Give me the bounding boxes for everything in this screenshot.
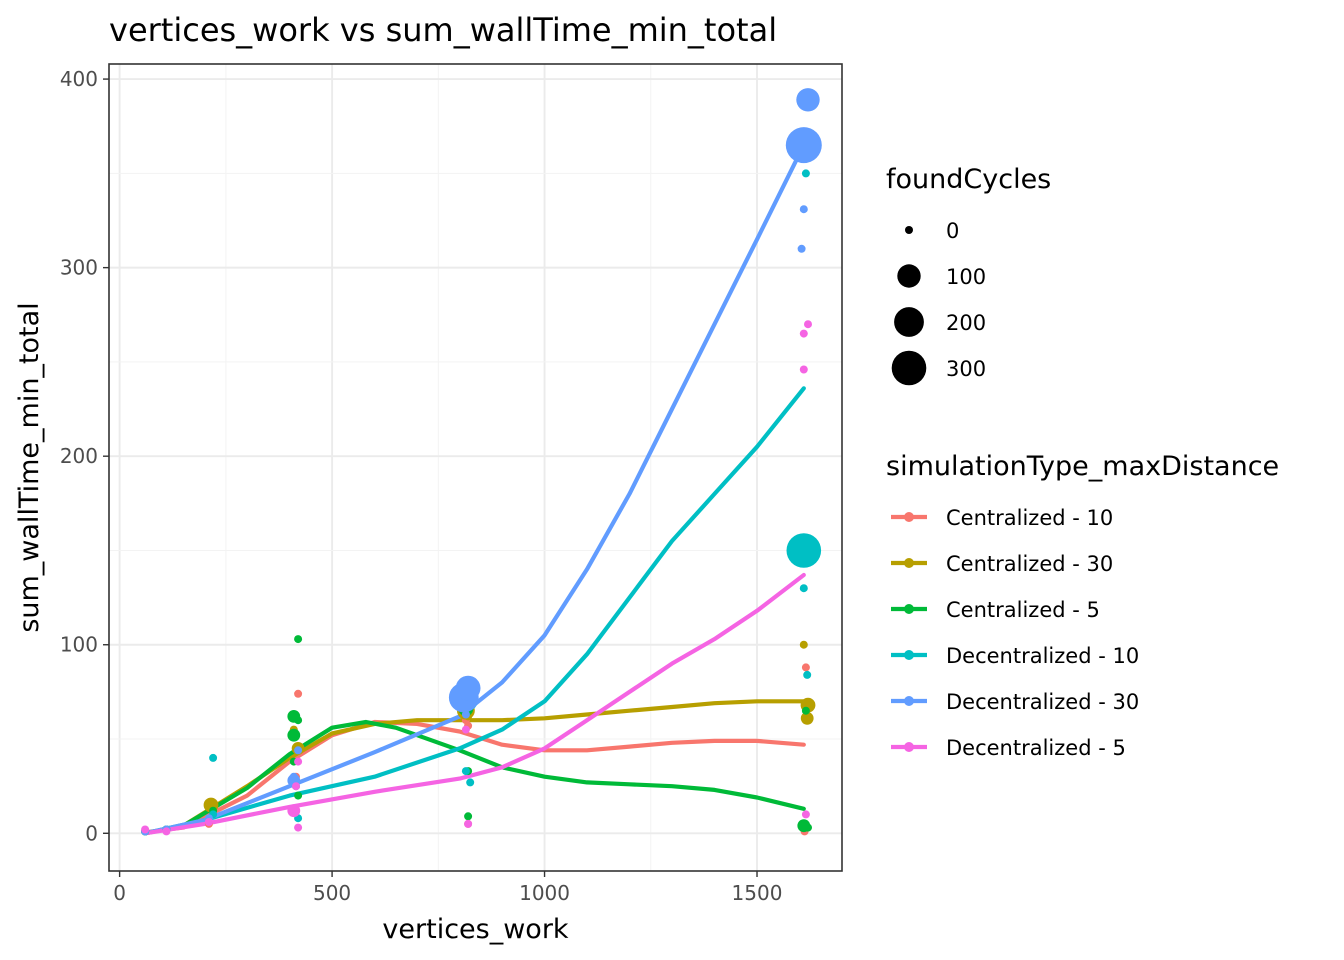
data-point bbox=[294, 635, 303, 644]
color-legend-dot bbox=[904, 512, 914, 522]
data-point bbox=[803, 670, 812, 679]
x-tick-label: 0 bbox=[113, 881, 126, 905]
data-point bbox=[799, 365, 808, 374]
size-legend-key bbox=[894, 307, 924, 337]
y-tick-label: 400 bbox=[60, 67, 98, 91]
size-legend-label: 300 bbox=[946, 357, 986, 381]
color-legend-label: Decentralized - 5 bbox=[946, 736, 1126, 760]
color-legend: simulationType_maxDistance Centralized -… bbox=[886, 451, 1279, 760]
color-legend-dot bbox=[904, 604, 914, 614]
color-legend-title: simulationType_maxDistance bbox=[886, 451, 1279, 482]
data-point bbox=[287, 728, 301, 742]
data-point bbox=[801, 169, 810, 178]
y-tick-label: 100 bbox=[60, 633, 98, 657]
data-point bbox=[162, 827, 171, 836]
size-legend-label: 200 bbox=[946, 311, 986, 335]
data-point bbox=[141, 825, 150, 834]
data-point bbox=[294, 823, 303, 832]
size-legend-title: foundCycles bbox=[886, 164, 1051, 195]
smooth-line bbox=[143, 386, 806, 836]
color-legend-dot bbox=[904, 742, 914, 752]
data-point bbox=[464, 819, 473, 828]
data-point bbox=[801, 706, 810, 715]
color-legend-label: Centralized - 10 bbox=[946, 506, 1113, 530]
data-point bbox=[804, 823, 812, 832]
data-point bbox=[804, 320, 812, 329]
data-point bbox=[799, 640, 808, 649]
data-point bbox=[799, 205, 808, 214]
data-point bbox=[287, 804, 301, 818]
data-point bbox=[204, 818, 213, 826]
data-point bbox=[800, 711, 814, 725]
data-point bbox=[294, 716, 303, 725]
size-legend-label: 100 bbox=[946, 265, 986, 289]
data-point bbox=[801, 663, 810, 672]
data-point bbox=[461, 767, 470, 776]
size-legend-key bbox=[905, 226, 913, 234]
data-point bbox=[801, 810, 810, 819]
data-point bbox=[461, 710, 470, 719]
data-point bbox=[461, 725, 470, 734]
data-point bbox=[455, 675, 481, 701]
data-point bbox=[209, 753, 218, 762]
data-point bbox=[294, 757, 303, 766]
data-point bbox=[785, 127, 822, 164]
panel-border bbox=[108, 63, 843, 872]
x-tick-label: 500 bbox=[313, 881, 351, 905]
data-point bbox=[294, 746, 303, 755]
x-tick-label: 1500 bbox=[732, 881, 783, 905]
data-point bbox=[464, 812, 473, 821]
x-tick-label: 1000 bbox=[519, 881, 570, 905]
y-tick-label: 200 bbox=[60, 444, 98, 468]
data-point bbox=[294, 791, 303, 800]
data-point bbox=[294, 689, 303, 698]
plot-panel bbox=[108, 63, 843, 872]
data-points bbox=[141, 88, 822, 836]
color-legend-label: Decentralized - 30 bbox=[946, 690, 1139, 714]
color-legend-label: Centralized - 5 bbox=[946, 598, 1100, 622]
y-axis-title: sum_wallTime_min_total bbox=[14, 302, 45, 632]
panel-background bbox=[109, 64, 842, 871]
data-point bbox=[466, 778, 475, 787]
y-tick-label: 300 bbox=[60, 256, 98, 280]
size-legend: foundCycles 0 100 200 300 bbox=[886, 164, 1051, 386]
grid-lines bbox=[109, 64, 842, 871]
chart-title: vertices_work vs sum_wallTime_min_total bbox=[109, 11, 777, 49]
color-legend-dot bbox=[904, 558, 914, 568]
data-point bbox=[292, 782, 300, 791]
smooth-line bbox=[143, 143, 806, 836]
y-tick-label: 0 bbox=[85, 821, 98, 845]
x-axis-title: vertices_work bbox=[382, 914, 569, 945]
size-legend-label: 0 bbox=[946, 219, 959, 243]
data-point bbox=[799, 329, 808, 338]
data-point bbox=[786, 533, 822, 568]
color-legend-label: Centralized - 30 bbox=[946, 552, 1113, 576]
size-legend-key bbox=[897, 264, 921, 288]
data-point bbox=[796, 88, 820, 112]
data-point bbox=[797, 244, 806, 253]
size-legend-key bbox=[891, 350, 927, 386]
color-legend-label: Decentralized - 10 bbox=[946, 644, 1139, 668]
axes: 0 500 1000 1500 0 100 200 300 400 bbox=[60, 67, 783, 905]
color-legend-dot bbox=[904, 650, 914, 660]
data-point bbox=[799, 584, 808, 593]
color-legend-dot bbox=[904, 696, 914, 706]
